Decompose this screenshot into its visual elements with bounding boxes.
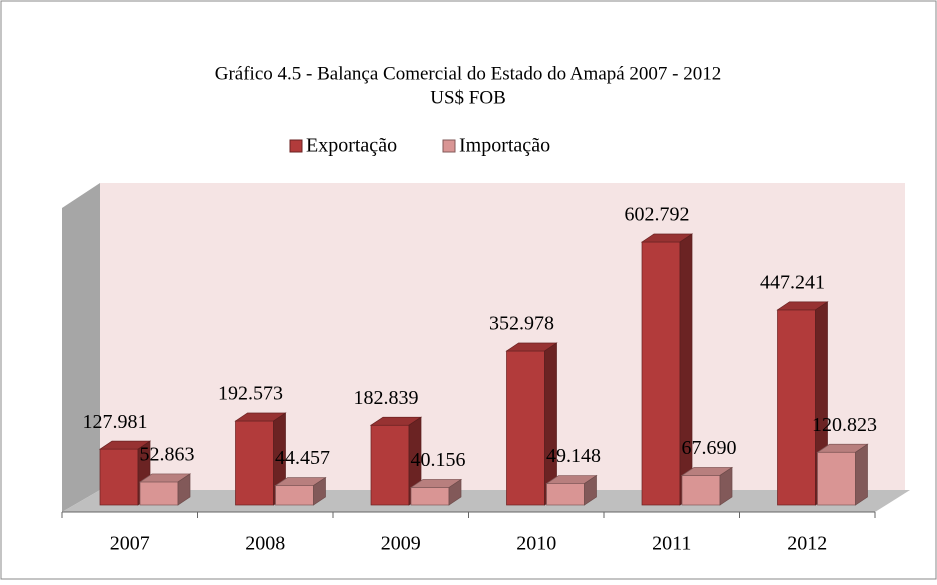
x-tick-label: 2007 <box>110 533 150 555</box>
chart-subtitle: US$ FOB <box>430 87 506 108</box>
data-label: 192.573 <box>218 383 283 405</box>
bar-front <box>681 475 721 506</box>
bar-side <box>313 476 326 506</box>
bar-side <box>177 473 191 506</box>
bar-front <box>139 481 179 506</box>
data-label: 352.978 <box>489 313 554 335</box>
bar-front <box>546 483 585 506</box>
legend-label: Exportação <box>306 135 397 157</box>
bar-front <box>641 241 681 506</box>
chart-title: Gráfico 4.5 - Balança Comercial do Estad… <box>215 63 722 84</box>
bar-front <box>817 451 856 506</box>
back-wall <box>100 183 905 490</box>
data-label: 182.839 <box>354 387 419 409</box>
x-tick-label: 2012 <box>787 533 827 555</box>
x-tick-label: 2011 <box>652 533 691 555</box>
data-label: 602.792 <box>625 204 690 226</box>
bar-front <box>410 487 450 506</box>
data-label: 127.981 <box>83 411 148 433</box>
bar-side <box>719 466 733 506</box>
bar-side <box>679 233 693 506</box>
data-label: 49.148 <box>546 445 601 467</box>
bar-front <box>99 448 139 506</box>
data-label: 44.457 <box>275 447 330 469</box>
x-tick-label: 2009 <box>381 533 421 555</box>
bar-front <box>506 350 545 506</box>
bar-front <box>235 420 274 506</box>
bar-side <box>855 443 868 506</box>
bar-side <box>584 474 597 506</box>
data-label: 447.241 <box>760 271 825 293</box>
x-tick-label: 2008 <box>245 533 285 555</box>
bar-side <box>448 478 462 506</box>
legend-label: Importação <box>459 135 550 157</box>
bar-front <box>777 309 816 506</box>
data-label: 120.823 <box>812 414 877 436</box>
data-label: 40.156 <box>411 449 466 471</box>
legend-swatch <box>442 139 456 153</box>
bar-front <box>370 424 410 506</box>
side-wall <box>62 183 100 512</box>
data-label: 52.863 <box>140 444 195 466</box>
bar-front <box>275 485 314 506</box>
legend-swatch <box>289 139 303 153</box>
x-tick-label: 2010 <box>516 533 556 555</box>
data-label: 67.690 <box>682 437 737 459</box>
